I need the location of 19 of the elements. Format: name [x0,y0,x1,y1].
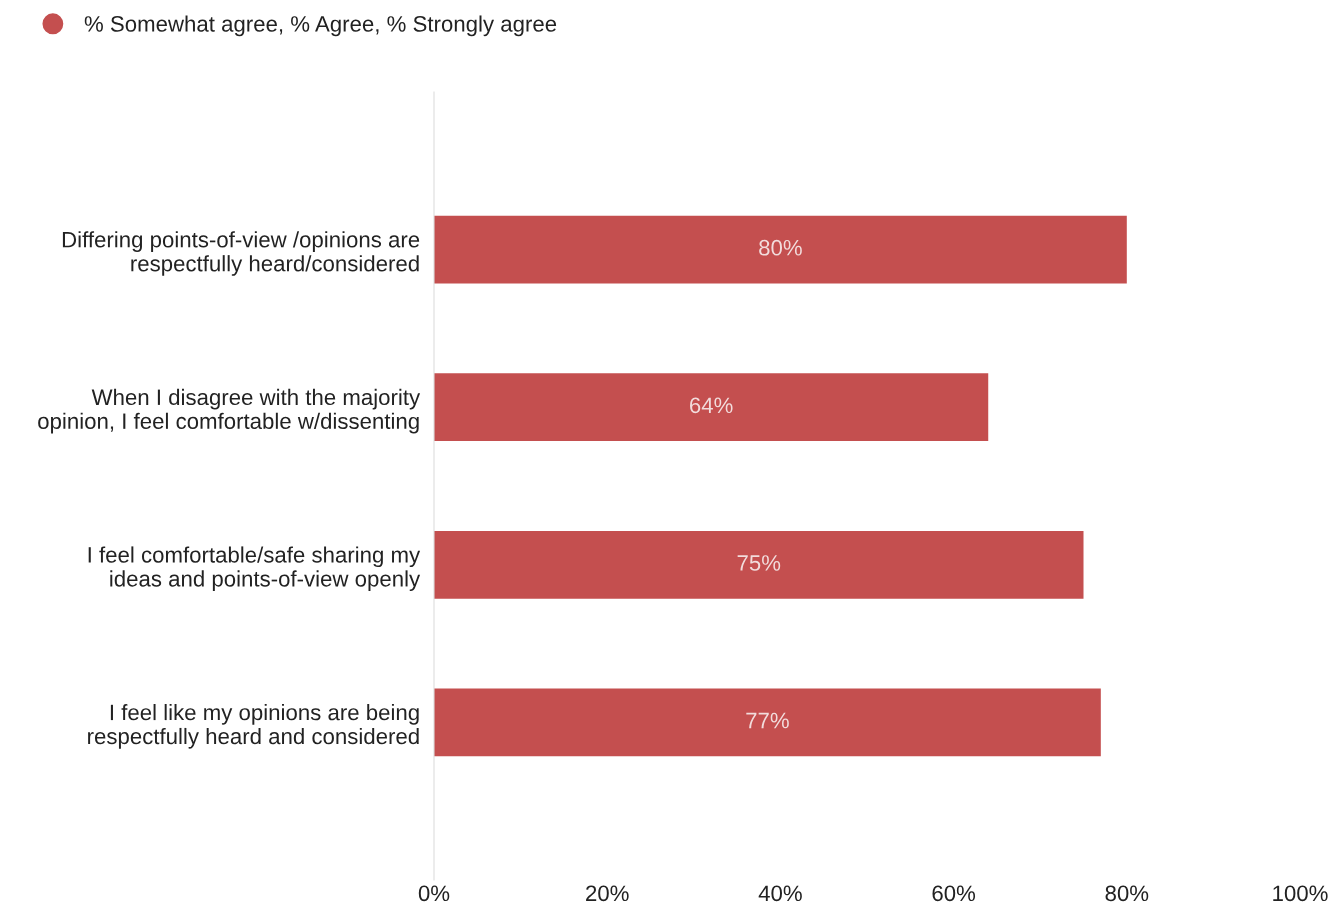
x-tick-label: 40% [758,885,802,902]
x-tick-label: 80% [1105,885,1149,902]
x-tick-label: 60% [932,885,976,902]
text: 80% [759,239,802,256]
y-tick-label: I feel like my opinions are being respectfully heard and considered [88,703,419,749]
x-tick-label: 100% [1273,885,1328,902]
y-tick-label: When I disagree with the majority opinion, I feel comfortable w/dissenting [38,388,421,434]
text: 77% [746,712,789,729]
bar [434,530,1084,599]
x-tick-label: 20% [586,885,629,902]
bar [434,373,989,442]
x-tick-label: 0% [418,885,450,902]
legend-label: % Somewhat agree, % Agree, % Strongly agree [84,15,557,37]
y-tick-label: Differing points-of-view /opinions are respectfully heard/considered [62,231,420,276]
bar [434,688,1101,757]
y-tick-label: I feel comfortable/safe sharing my ideas and points-of-view openly [88,546,421,592]
text: 75% [737,555,781,571]
bar [434,215,1127,284]
text: 64% [690,397,733,414]
